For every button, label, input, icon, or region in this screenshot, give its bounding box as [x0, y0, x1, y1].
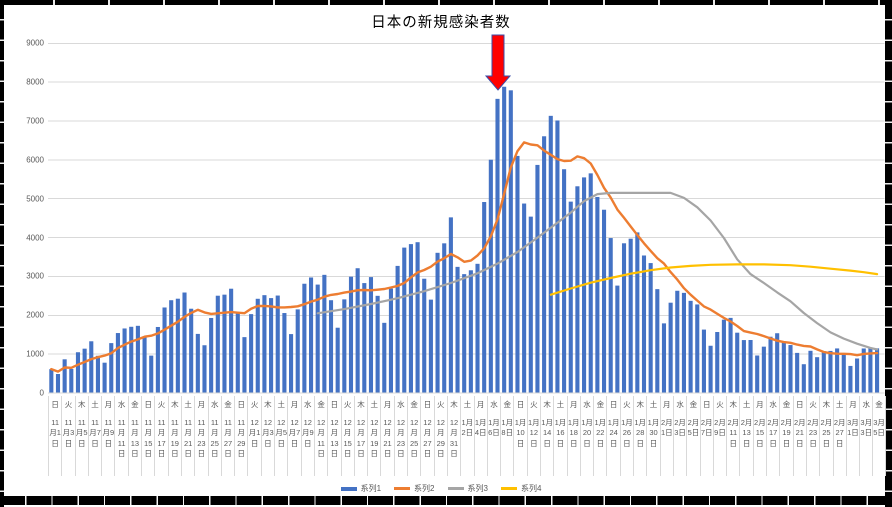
x-tick-label: 土 11 月 21 日: [180, 396, 194, 476]
series-4-line[interactable]: [549, 263, 879, 296]
x-tick-label: 金 12 月 25 日: [407, 396, 420, 476]
y-tick-label: 9000: [26, 38, 44, 48]
x-tick-label: 木 1月 14 日: [539, 396, 553, 476]
y-tick-label: 4000: [26, 233, 44, 243]
legend-swatch: [500, 487, 517, 490]
x-tick-label: 木 2月 25 日: [819, 396, 832, 476]
legend-item-系列3[interactable]: 系列3: [447, 483, 488, 494]
x-tick-label: 土 1月 30 日: [646, 396, 659, 476]
x-tick-label: 木 11 月5 日: [74, 396, 88, 476]
x-tick-label: 火 12 月 15 日: [340, 396, 354, 476]
x-tick-label: 水 1月 20 日: [579, 396, 593, 476]
x-tick-label: 木 12 月3 日: [260, 396, 274, 476]
y-tick-label: 7000: [26, 116, 44, 126]
x-tick-label: 火 2月 23 日: [805, 396, 819, 476]
legend-swatch: [394, 487, 411, 490]
x-tick-label: 日 11 月1 日: [48, 396, 61, 476]
x-tick-label: 日 2月 21 日: [792, 396, 806, 476]
x-tick-label: 火 12 月 29 日: [433, 396, 447, 476]
x-tick-label: 水 2月 3日: [672, 396, 686, 476]
x-tick-label: 月 12 月 21 日: [380, 396, 393, 476]
y-tick-label: 2000: [26, 310, 44, 320]
x-tick-label: 金 11 月 27 日: [220, 396, 234, 476]
x-tick-label: 金 12 月 11 日: [313, 396, 327, 476]
legend-item-系列2[interactable]: 系列2: [394, 483, 435, 494]
x-tick-label: 水 11 月 11 日: [114, 396, 127, 476]
y-tick-label: 8000: [26, 77, 44, 87]
x-tick-label: 水 12 月 23 日: [393, 396, 407, 476]
x-tick-label: 金 3月 5日: [872, 396, 886, 476]
legend-swatch: [447, 487, 464, 490]
x-tick-label: 日 11 月 15 日: [141, 396, 154, 476]
x-tick-label: 木 12 月 17 日: [353, 396, 367, 476]
legend[interactable]: 系列1 系列2 系列3 系列4: [0, 483, 882, 494]
x-tick-label: 火 11 月 17 日: [154, 396, 167, 476]
legend-item-系列1[interactable]: 系列1: [340, 483, 382, 494]
x-tick-label: 月 11 月9 日: [101, 396, 114, 476]
x-tick-label: 水 2月 17 日: [766, 396, 779, 476]
x-axis: 日 11 月1 日火 11 月3 日木 11 月5 日土 11 月7 日月 11 月9 日水 11 月 11 日金 11…: [48, 396, 886, 476]
x-tick-label: 水 11 月 25 日: [207, 396, 221, 476]
x-tick-label: 土 1月 2日: [460, 396, 473, 476]
x-tick-label: 火 1月 26 日: [619, 396, 633, 476]
y-tick-label: 3000: [26, 271, 44, 281]
series-2-line[interactable]: [50, 141, 879, 373]
x-tick-label: 日 2月 7日: [699, 396, 713, 476]
x-tick-label: 月 11 月 23 日: [194, 396, 207, 476]
y-tick-label: 6000: [26, 155, 44, 165]
x-tick-label: 火 12 月1 日: [247, 396, 260, 476]
x-tick-label: 水 3月 3日: [859, 396, 872, 476]
annotation-arrow-down[interactable]: [484, 34, 512, 91]
x-tick-label: 木 1月 28 日: [633, 396, 646, 476]
x-tick-label: 月 1月 4日: [473, 396, 487, 476]
x-tick-label: 土 2月 13 日: [739, 396, 752, 476]
x-tick-label: 月 3月 1日: [845, 396, 859, 476]
y-tick-label: 5000: [26, 194, 44, 204]
legend-swatch: [340, 486, 357, 491]
x-tick-label: 金 11 月 13 日: [127, 396, 141, 476]
x-tick-label: 土 12 月 19 日: [367, 396, 380, 476]
series-3-line[interactable]: [316, 191, 879, 351]
x-tick-label: 火 2月 9日: [712, 396, 726, 476]
x-tick-label: 火 11 月3 日: [61, 396, 74, 476]
y-tick-label: 0: [39, 388, 44, 398]
spreadsheet-edge-left: [0, 0, 4, 507]
spreadsheet-edge-top: [0, 0, 892, 5]
x-tick-label: 木 11 月 19 日: [167, 396, 181, 476]
x-tick-label: 木 12 月 31 日: [446, 396, 460, 476]
x-tick-label: 日 12 月 13 日: [327, 396, 340, 476]
legend-label: 系列1: [360, 484, 382, 493]
x-tick-label: 金 2月 19 日: [779, 396, 792, 476]
x-tick-label: 金 1月 22 日: [593, 396, 606, 476]
x-tick-label: 日 1月 10 日: [513, 396, 526, 476]
x-tick-label: 日 1月 24 日: [606, 396, 619, 476]
legend-label: 系列3: [467, 484, 488, 493]
x-tick-label: 月 12 月7 日: [287, 396, 300, 476]
x-tick-label: 日 12 月 27 日: [420, 396, 433, 476]
legend-label: 系列4: [520, 484, 542, 493]
x-tick-label: 水 1月 6日: [486, 396, 500, 476]
x-tick-label: 土 12 月5 日: [274, 396, 287, 476]
spreadsheet-edge-right: [885, 0, 892, 507]
x-tick-label: 火 1月 12 日: [526, 396, 540, 476]
legend-label: 系列2: [414, 484, 435, 493]
y-tick-label: 1000: [26, 349, 44, 359]
spreadsheet-edge-bottom: [0, 496, 892, 505]
x-tick-label: 金 1月 8日: [500, 396, 513, 476]
x-tick-label: 木 2月 11 日: [726, 396, 739, 476]
series-1-bars[interactable]: [49, 86, 880, 394]
x-tick-label: 月 2月 1日: [659, 396, 673, 476]
x-tick-label: 土 2月 27 日: [832, 396, 846, 476]
x-tick-label: 土 11 月7 日: [87, 396, 101, 476]
x-tick-label: 土 1月 16 日: [553, 396, 566, 476]
x-tick-label: 水 12 月9 日: [300, 396, 314, 476]
x-tick-label: 月 1月 18 日: [566, 396, 580, 476]
x-tick-label: 日 11 月 29 日: [234, 396, 247, 476]
x-tick-label: 金 2月 5日: [686, 396, 699, 476]
x-tick-label: 月 2月 15 日: [752, 396, 766, 476]
legend-item-系列4[interactable]: 系列4: [500, 483, 542, 494]
chart-title: 日本の新規感染者数: [371, 15, 511, 31]
